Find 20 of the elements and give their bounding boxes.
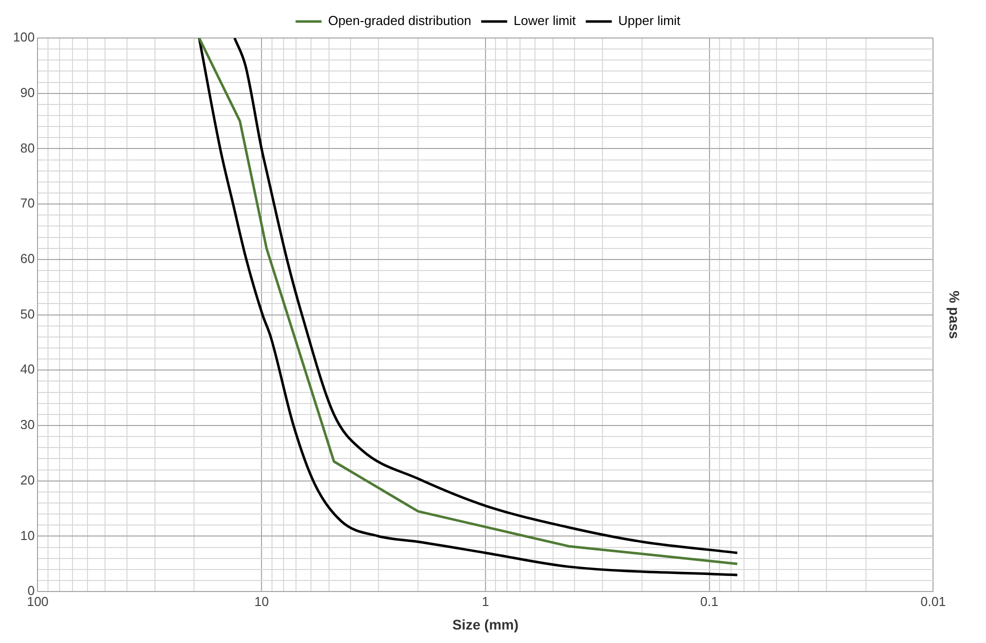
y-tick-label: 0 [27,583,35,598]
x-tick-label: 1 [482,594,490,609]
x-tick-label: 0.1 [700,594,718,609]
y-tick-label: 60 [20,251,35,266]
x-tick-label: 0.01 [920,594,946,609]
y-tick-label: 70 [20,196,35,211]
legend-label: Open-graded distribution [328,13,472,28]
legend-label: Lower limit [514,13,576,28]
x-tick-label: 10 [254,594,269,609]
y-tick-label: 30 [20,417,35,432]
y-tick-label: 100 [12,30,35,45]
y-tick-label: 40 [20,362,35,377]
y-tick-label: 20 [20,472,35,488]
y-tick-label: 90 [20,84,35,100]
y-tick-label: 50 [20,306,35,322]
x-axis-title: Size (mm) [452,616,519,632]
y-axis-title: % pass [946,290,963,340]
y-tick-label: 80 [20,140,35,156]
y-tick-label: 10 [20,528,35,543]
legend-label: Upper limit [618,13,681,28]
